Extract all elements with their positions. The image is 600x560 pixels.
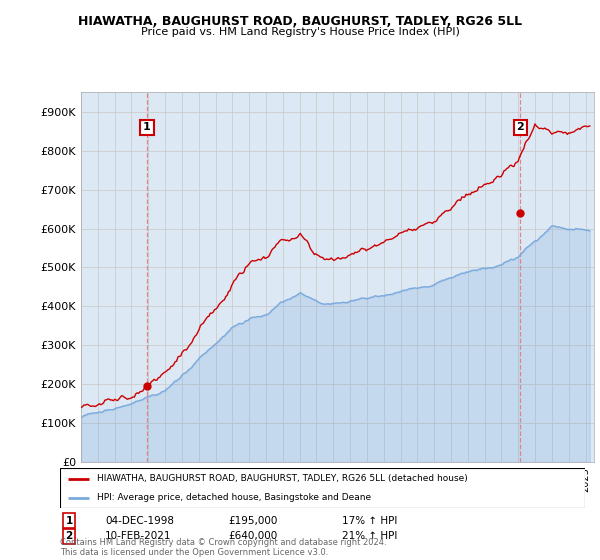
Text: Price paid vs. HM Land Registry's House Price Index (HPI): Price paid vs. HM Land Registry's House … <box>140 27 460 37</box>
Text: 21% ↑ HPI: 21% ↑ HPI <box>342 531 397 542</box>
Text: HIAWATHA, BAUGHURST ROAD, BAUGHURST, TADLEY, RG26 5LL (detached house): HIAWATHA, BAUGHURST ROAD, BAUGHURST, TAD… <box>97 474 467 483</box>
Text: HIAWATHA, BAUGHURST ROAD, BAUGHURST, TADLEY, RG26 5LL: HIAWATHA, BAUGHURST ROAD, BAUGHURST, TAD… <box>78 15 522 28</box>
Text: 2: 2 <box>65 531 73 542</box>
Text: Contains HM Land Registry data © Crown copyright and database right 2024.
This d: Contains HM Land Registry data © Crown c… <box>60 538 386 557</box>
Text: 1: 1 <box>65 516 73 526</box>
Text: 2: 2 <box>517 123 524 132</box>
Text: £195,000: £195,000 <box>228 516 277 526</box>
Text: 04-DEC-1998: 04-DEC-1998 <box>105 516 174 526</box>
Text: 1: 1 <box>143 123 151 132</box>
Text: HPI: Average price, detached house, Basingstoke and Deane: HPI: Average price, detached house, Basi… <box>97 493 371 502</box>
Text: £640,000: £640,000 <box>228 531 277 542</box>
Text: 17% ↑ HPI: 17% ↑ HPI <box>342 516 397 526</box>
Text: 10-FEB-2021: 10-FEB-2021 <box>105 531 172 542</box>
